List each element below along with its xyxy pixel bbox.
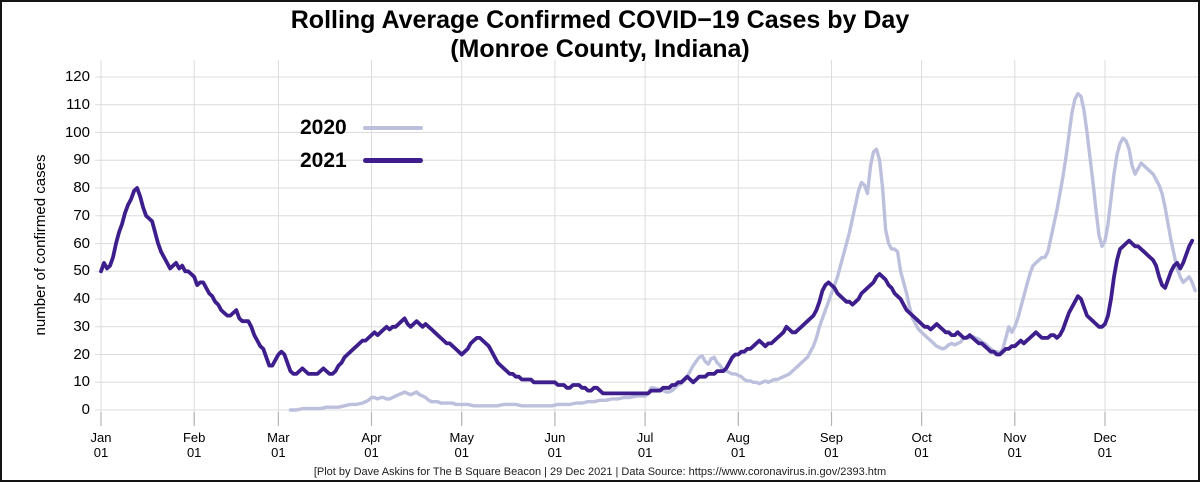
x-tick-label-may: May 01 <box>449 430 474 460</box>
y-tick-label: 30 <box>73 317 90 335</box>
y-tick-label: 0 <box>81 401 90 418</box>
gridlines <box>95 60 1198 425</box>
y-tick-label: 20 <box>73 345 90 363</box>
x-tick-label-aug: Aug 01 <box>726 430 750 460</box>
y-tick-label: 100 <box>64 123 90 141</box>
x-tick-label-feb: Feb 01 <box>182 430 206 460</box>
legend-row-2020: 2020 <box>300 111 423 144</box>
x-tick-label-nov: Nov 01 <box>1003 430 1027 460</box>
chart-title-line1: Rolling Average Confirmed COVID−19 Cases… <box>290 6 910 34</box>
legend-label-2021: 2021 <box>300 148 347 172</box>
y-tick-label: 60 <box>73 234 90 252</box>
legend-swatch-2021 <box>363 158 423 163</box>
x-tick-label-jul: Jul 01 <box>636 430 654 460</box>
legend-label-2020: 2020 <box>300 115 347 139</box>
series-2021-line <box>99 186 1195 396</box>
x-tick-label-apr: Apr 01 <box>361 430 382 460</box>
x-tick-label-sep: Sep 01 <box>819 430 844 460</box>
legend-row-2021: 2021 <box>300 144 423 177</box>
y-tick-label: 70 <box>73 206 90 224</box>
y-tick-label: 10 <box>73 373 90 391</box>
x-tick-label-dec: Dec 01 <box>1093 430 1117 460</box>
x-axis-ticks <box>100 412 1106 426</box>
y-tick-label: 120 <box>64 68 90 85</box>
series-2020-line <box>288 91 1197 412</box>
footer-credit: [Plot by Dave Askins for The B Square Be… <box>313 466 887 478</box>
legend: 2020 2021 <box>300 111 423 177</box>
chart-title: Rolling Average Confirmed COVID−19 Cases… <box>2 6 1198 64</box>
x-tick-label-oct: Oct 01 <box>911 430 932 460</box>
x-tick-label-jan: Jan 01 <box>90 430 112 460</box>
y-tick-label: 40 <box>73 290 90 307</box>
legend-swatch-2020 <box>363 125 423 130</box>
chart-title-line2: (Monroe County, Indiana) <box>450 34 750 63</box>
x-tick-label-jun: Jun 01 <box>544 430 566 460</box>
y-tick-label: 110 <box>66 95 90 113</box>
y-tick-label: 50 <box>73 262 90 280</box>
x-tick-label-mar: Mar 01 <box>267 430 290 460</box>
y-tick-label: 90 <box>73 151 90 169</box>
y-tick-label: 80 <box>73 179 90 196</box>
